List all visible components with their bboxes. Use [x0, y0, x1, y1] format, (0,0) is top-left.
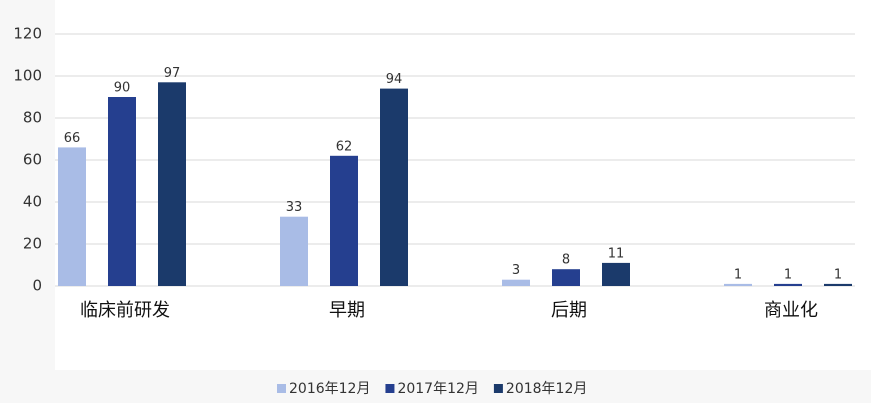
y-tick-label: 120: [13, 25, 42, 43]
y-tick-label: 40: [23, 193, 42, 211]
value-label: 33: [286, 200, 303, 215]
bar: [58, 147, 86, 286]
value-label: 8: [562, 253, 570, 268]
value-label: 66: [64, 131, 81, 146]
legend-swatch: [385, 384, 395, 393]
y-tick-label: 100: [13, 67, 42, 85]
x-tick-label: 后期: [551, 300, 587, 321]
value-label: 94: [386, 72, 403, 87]
bar: [824, 283, 852, 286]
value-label: 1: [734, 267, 742, 282]
plot-background: [55, 0, 871, 370]
value-label: 1: [834, 267, 842, 282]
x-tick-label: 商业化: [764, 300, 818, 321]
bar: [380, 88, 408, 286]
legend-label: 2017年12月: [397, 381, 478, 397]
legend-swatch: [493, 384, 503, 393]
bar: [330, 155, 358, 286]
legend-label: 2018年12月: [506, 381, 587, 397]
legend-swatch: [277, 384, 286, 393]
value-label: 11: [608, 246, 625, 261]
bar: [108, 97, 136, 286]
value-label: 3: [512, 263, 520, 278]
y-tick-label: 60: [23, 151, 42, 169]
value-label: 1: [784, 267, 792, 282]
x-tick-label: 临床前研发: [80, 300, 170, 321]
value-label: 97: [164, 66, 181, 81]
bar: [552, 269, 580, 286]
legend-label: 2016年12月: [289, 381, 370, 397]
y-tick-label: 0: [32, 277, 42, 295]
bar: [280, 216, 308, 286]
bar: [774, 283, 802, 286]
bar: [602, 262, 630, 286]
y-tick-label: 80: [23, 109, 42, 127]
x-tick-label: 早期: [329, 300, 365, 321]
bar: [724, 283, 752, 286]
bar: [158, 82, 186, 286]
value-label: 62: [336, 139, 353, 154]
value-label: 90: [114, 81, 131, 96]
bar: [502, 279, 530, 286]
y-tick-label: 20: [23, 235, 42, 253]
